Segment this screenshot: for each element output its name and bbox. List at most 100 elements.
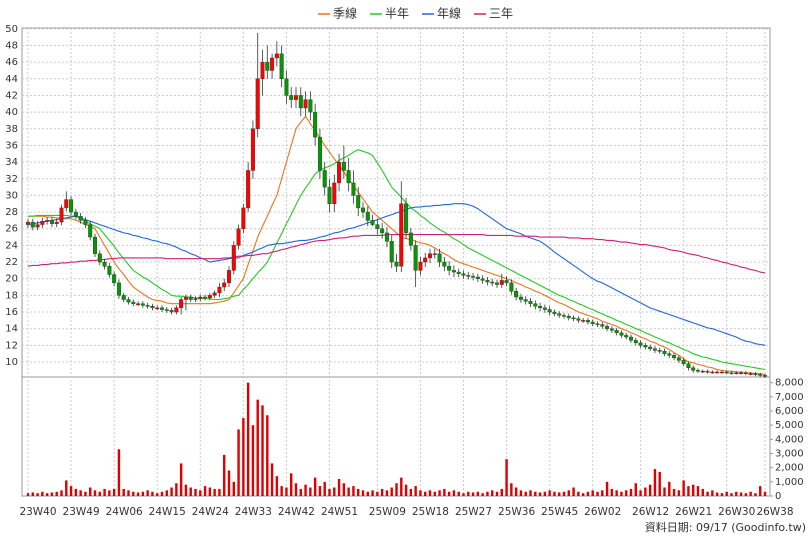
x-tick-label: 24W24: [192, 506, 229, 518]
volume-bar: [414, 486, 417, 496]
volume-bar: [390, 487, 393, 496]
volume-bar: [127, 490, 130, 496]
volume-bar: [467, 491, 470, 496]
volume-bar: [50, 492, 54, 496]
volume-bar: [510, 483, 513, 496]
volume-bar: [98, 491, 101, 496]
candle-body: [308, 99, 313, 113]
candle-body: [437, 253, 442, 263]
volume-bar: [730, 493, 733, 496]
volume-bar: [505, 459, 508, 496]
candle-body: [542, 307, 547, 310]
candle-body: [375, 224, 380, 229]
candle-body: [54, 221, 59, 224]
x-tick-label: 25W18: [412, 506, 449, 518]
volume-bar: [199, 490, 202, 496]
volume-bar: [529, 490, 532, 496]
volume-bar: [658, 471, 661, 496]
candle-body: [581, 320, 586, 322]
volume-bar: [534, 491, 537, 496]
y-tick-label: 30: [5, 190, 18, 201]
x-tick-label: 24W15: [149, 506, 186, 518]
x-tick-label: 23W40: [19, 506, 56, 518]
candle-body: [341, 161, 346, 171]
volume-bar: [548, 490, 551, 496]
candle-body: [681, 360, 686, 364]
candle-body: [337, 161, 342, 184]
x-tick-label: 26W38: [756, 506, 793, 518]
volume-bar: [165, 490, 168, 496]
candle-body: [88, 224, 93, 238]
candle-body: [495, 282, 500, 285]
volume-bar: [567, 490, 570, 496]
volume-bar: [682, 480, 685, 496]
volume-bar: [672, 488, 676, 496]
candle-body: [643, 345, 648, 348]
volume-bar: [491, 490, 494, 496]
candle-body: [30, 221, 35, 228]
x-tick-label: 24W51: [321, 506, 358, 518]
volume-bar: [41, 491, 44, 496]
candle-body: [241, 207, 246, 229]
volume-bar: [428, 490, 432, 496]
x-tick-label: 25W27: [455, 506, 492, 518]
volume-bar: [189, 487, 192, 496]
volume-bar: [586, 491, 590, 496]
volume-bar: [371, 490, 374, 496]
candle-body: [514, 291, 519, 298]
volume-bar: [266, 415, 269, 496]
volume-bar: [424, 491, 427, 496]
volume-bar: [447, 491, 451, 496]
candle-body: [451, 270, 456, 273]
candle-body: [169, 310, 174, 313]
candle-body: [384, 232, 389, 242]
candle-body: [624, 335, 629, 338]
candle-body: [203, 296, 208, 299]
volume-bar: [194, 488, 197, 496]
candle-body: [394, 261, 399, 267]
candle-body: [456, 271, 461, 274]
candle-body: [523, 299, 528, 302]
candle-body: [428, 253, 433, 259]
candle-body: [423, 257, 428, 263]
candle-body: [313, 111, 318, 138]
candle-body: [250, 128, 255, 171]
volume-bar: [605, 481, 609, 496]
y-tick-label: 14: [5, 324, 18, 335]
volume-bar: [620, 491, 623, 496]
candle-body: [332, 182, 337, 204]
volume-bar: [495, 491, 499, 496]
volume-bar: [625, 490, 628, 496]
candle-body: [317, 136, 322, 171]
volume-bar: [725, 491, 728, 496]
candle-body: [413, 245, 418, 271]
legend-label: 季線: [333, 6, 357, 21]
candle-body: [691, 367, 696, 371]
volume-bar: [313, 477, 317, 496]
volume-bar: [69, 486, 73, 496]
candle-body: [710, 371, 715, 374]
candle-body: [231, 245, 236, 271]
volume-bar: [471, 492, 475, 496]
candle-body: [35, 224, 40, 228]
candle-body: [595, 323, 600, 325]
volume-bar: [93, 490, 97, 496]
candle-body: [40, 221, 45, 225]
volume-bar: [251, 425, 255, 496]
candle-body: [389, 241, 394, 263]
candle-body: [140, 303, 145, 306]
y-tick-label: 34: [5, 157, 18, 168]
volume-bar: [79, 490, 82, 496]
y-tick-label: 28: [5, 207, 18, 218]
volume-bar: [735, 491, 738, 496]
volume-bar: [89, 487, 92, 496]
volume-bar: [452, 490, 456, 496]
volume-bar: [739, 492, 743, 496]
x-tick-label: 25W36: [498, 506, 535, 518]
candle-body: [571, 317, 576, 320]
candle-body: [576, 318, 581, 321]
candle-body: [294, 95, 299, 100]
candle-body: [222, 282, 227, 288]
candle-body: [102, 261, 107, 267]
